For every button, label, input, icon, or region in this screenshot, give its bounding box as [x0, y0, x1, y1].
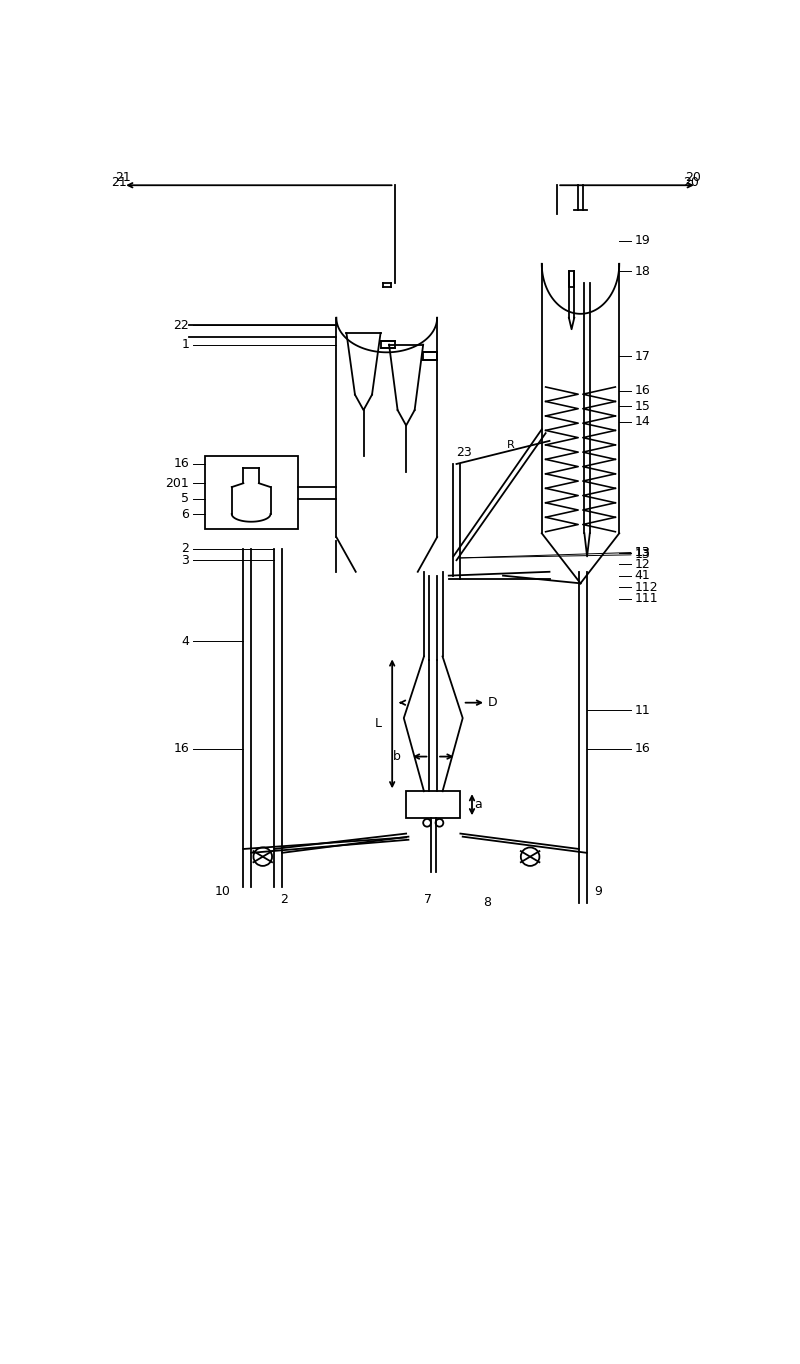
Text: 11: 11	[634, 704, 650, 717]
Text: 5: 5	[181, 492, 189, 505]
Text: 4: 4	[182, 634, 189, 648]
Text: 12: 12	[634, 558, 650, 570]
Text: 16: 16	[634, 385, 650, 397]
Text: 17: 17	[634, 349, 650, 363]
Text: 7: 7	[424, 892, 432, 906]
Text: 201: 201	[166, 477, 189, 490]
Text: 112: 112	[634, 581, 658, 593]
Text: D: D	[487, 696, 497, 709]
Text: 21: 21	[115, 170, 131, 184]
Text: 41: 41	[634, 569, 650, 582]
Text: 6: 6	[182, 507, 189, 521]
Text: a: a	[474, 798, 482, 812]
Text: 16: 16	[174, 457, 189, 471]
Bar	[381, 341, 394, 348]
Text: R: R	[507, 439, 514, 450]
Text: 9: 9	[594, 885, 602, 898]
Text: 22: 22	[174, 319, 189, 331]
Text: 10: 10	[214, 885, 230, 898]
Text: 13: 13	[634, 546, 650, 559]
Text: 16: 16	[174, 742, 189, 756]
Text: 15: 15	[634, 400, 650, 413]
Bar	[569, 271, 574, 286]
Text: 19: 19	[634, 235, 650, 247]
Text: 14: 14	[634, 415, 650, 428]
Bar	[406, 791, 460, 818]
Text: b: b	[393, 750, 401, 762]
Text: 1: 1	[182, 338, 189, 351]
Text: 8: 8	[484, 896, 492, 910]
Text: 20: 20	[685, 170, 701, 184]
Text: 21: 21	[112, 176, 127, 190]
Text: L: L	[375, 717, 382, 730]
Text: 111: 111	[634, 592, 658, 606]
Text: 18: 18	[634, 265, 650, 278]
Text: 20: 20	[683, 176, 698, 190]
Text: 2: 2	[182, 542, 189, 555]
Bar	[423, 352, 437, 360]
Text: 23: 23	[457, 446, 472, 458]
Text: 16: 16	[634, 742, 650, 756]
Text: 13: 13	[634, 546, 650, 559]
Text: 3: 3	[182, 554, 189, 566]
Text: 2: 2	[280, 892, 288, 906]
Bar	[205, 457, 298, 529]
Text: 13: 13	[634, 548, 650, 562]
